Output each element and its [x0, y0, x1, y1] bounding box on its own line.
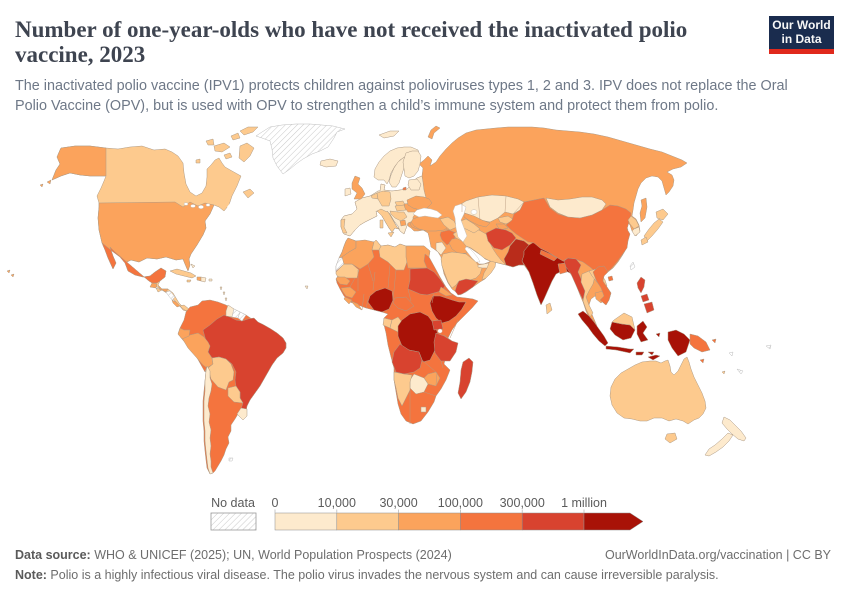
svg-text:300,000: 300,000 — [500, 496, 545, 510]
svg-text:1 million: 1 million — [561, 496, 607, 510]
svg-text:No data: No data — [211, 496, 255, 510]
svg-text:0: 0 — [272, 496, 279, 510]
svg-text:10,000: 10,000 — [318, 496, 356, 510]
svg-text:100,000: 100,000 — [438, 496, 483, 510]
svg-text:30,000: 30,000 — [379, 496, 417, 510]
